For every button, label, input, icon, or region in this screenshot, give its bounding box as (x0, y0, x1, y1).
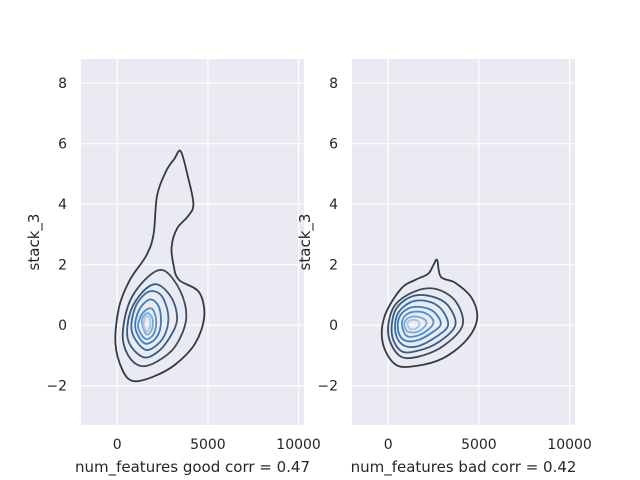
y-tick-label: 8 (58, 76, 67, 92)
x-tick-label: 10000 (547, 437, 592, 453)
y-tick-label: −2 (46, 379, 67, 395)
y-tick-label: 2 (329, 258, 338, 274)
y-tick-label: 0 (58, 318, 67, 334)
y-axis-label: stack_3 (25, 214, 44, 271)
x-tick-label: 5000 (190, 437, 226, 453)
contour-line-level-6 (400, 310, 435, 338)
contour-line-level-7 (403, 315, 428, 334)
y-tick-label: 6 (329, 137, 338, 153)
plot-background (81, 59, 304, 425)
contour-line-level-1 (380, 258, 479, 368)
contour-line-level-5 (134, 298, 162, 345)
contour-line-level-1 (114, 149, 206, 383)
contour-line-level-7 (140, 312, 154, 336)
contour-line-level-4 (394, 299, 450, 348)
contour-group (114, 149, 206, 383)
contour-line-level-5 (396, 305, 442, 343)
y-tick-label: 4 (58, 197, 67, 213)
contour-group (380, 258, 479, 368)
y-axis-label: stack_3 (296, 214, 315, 271)
contour-line-level-2 (121, 269, 188, 368)
x-tick-label: 0 (113, 437, 122, 453)
contour-line-level-8 (142, 315, 152, 333)
contour-line-level-6 (137, 307, 158, 340)
y-tick-label: −2 (317, 379, 338, 395)
contour-line-level-8 (406, 318, 421, 331)
contour-line-level-3 (390, 294, 457, 354)
contour-line-level-3 (126, 283, 178, 359)
x-tick-label: 10000 (276, 437, 321, 453)
x-tick-label: 0 (384, 437, 393, 453)
y-tick-label: 0 (329, 318, 338, 334)
y-tick-label: 6 (58, 137, 67, 153)
chart-panel-bad-corr: 0 5000 10000 −2 0 2 4 6 8 num_features bad corr =… (296, 59, 592, 477)
y-tick-label: 4 (329, 197, 338, 213)
x-axis-label: num_features good corr = 0.47 (75, 458, 310, 477)
plot-background (352, 59, 575, 425)
y-tick-label: 2 (58, 258, 67, 274)
y-tick-label: 8 (329, 76, 338, 92)
chart-panel-good-corr: 0 5000 10000 −2 0 2 4 6 8 num_features good corr … (25, 59, 321, 477)
x-tick-label: 5000 (461, 437, 497, 453)
x-axis-label: num_features bad corr = 0.42 (351, 458, 577, 477)
contour-line-level-2 (387, 287, 464, 360)
contour-line-level-4 (130, 290, 170, 351)
